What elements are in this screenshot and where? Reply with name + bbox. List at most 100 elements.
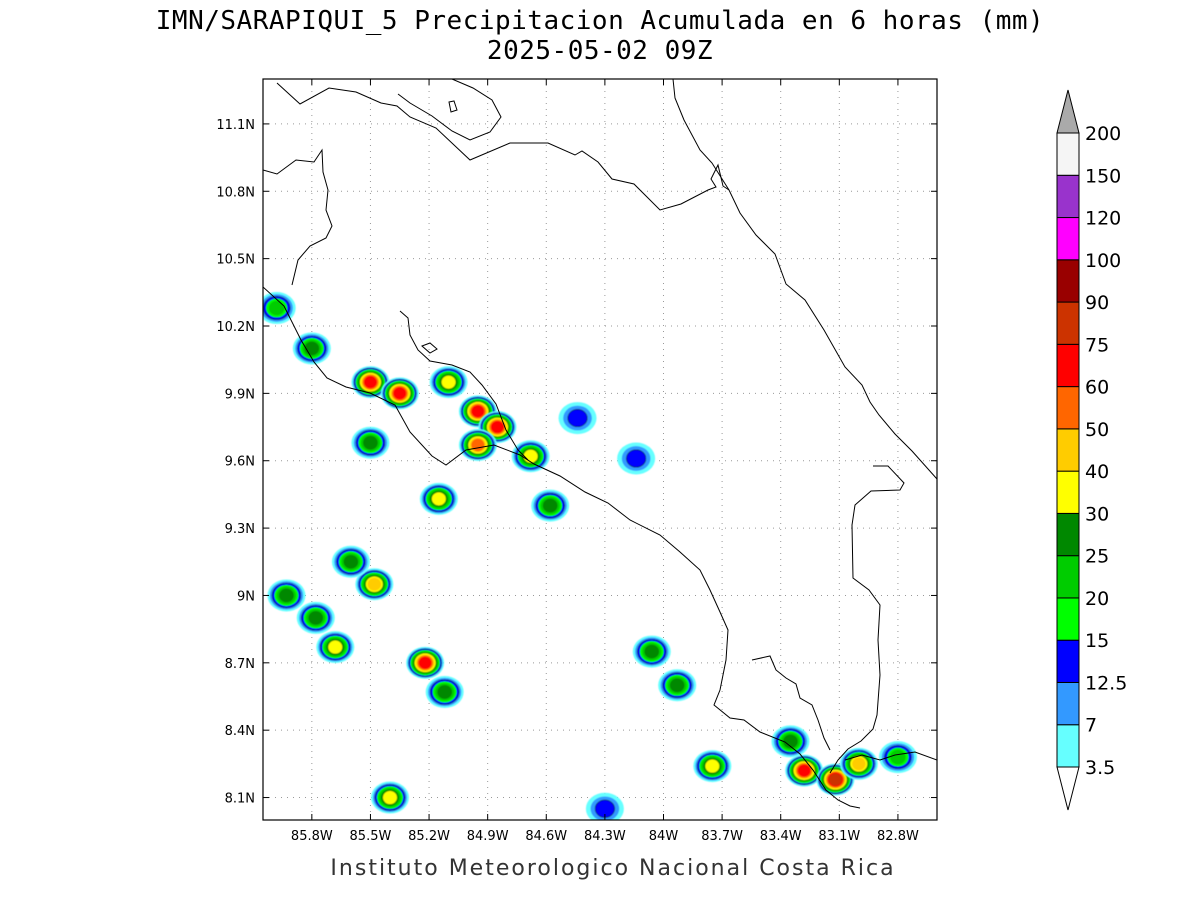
colorbar-label: 30 [1085,503,1109,525]
rain-contour [471,438,485,452]
rain-cell [839,747,878,780]
rain-contour [304,341,320,356]
colorbar-label: 20 [1085,588,1109,610]
colorbar-label: 90 [1085,292,1109,314]
rain-contour [626,449,647,468]
lake-nicaragua-shore [397,79,502,141]
lat-tick-label: 9.6N [225,455,255,470]
rain-contour [279,588,294,603]
rain-contour [644,644,660,659]
rain-contour [523,449,538,463]
rain-contour [890,749,906,765]
rain-cell [878,741,917,774]
rain-cell [558,402,597,435]
colorbar-label: 40 [1085,461,1109,483]
map-title-line1: IMN/SARAPIQUI_5 Precipitacion Acumulada … [155,6,1045,36]
lon-tick-label: 83.1W [818,829,860,844]
northern-border-line [276,82,730,211]
colorbar-max-arrow [1056,89,1080,134]
rain-cell [511,440,550,473]
rainfall-field [263,292,917,820]
rain-cell [632,635,671,668]
lon-tick-label: 84.6W [525,829,567,844]
rain-cell [370,781,409,814]
rain-cell [531,489,570,522]
colorbar-swatch [1056,386,1080,430]
rain-contour [567,409,588,428]
rain-contour [491,420,504,434]
rain-cell [316,631,355,664]
rain-cell [425,676,464,709]
rain-contour [441,375,456,389]
colorbar-label: 15 [1085,630,1109,652]
institution-credit: Instituto Meteorologico Nacional Costa R… [330,856,896,881]
rain-contour [471,405,485,418]
colorbar-label: 75 [1085,334,1109,356]
rain-contour [783,734,798,749]
rain-cell [785,754,824,787]
lat-tick-label: 8.7N [225,657,255,672]
map-title-line2: 2025-05-02 09Z [486,36,714,66]
colorbar-label: 120 [1085,208,1121,230]
lat-tick-label: 9N [237,589,255,604]
rain-contour [343,554,359,569]
rain-cell [351,366,390,399]
rain-contour [393,387,407,400]
colorbar-swatch [1056,217,1080,261]
lat-tick-label: 8.4N [225,724,255,739]
rain-cell [263,292,296,325]
rain-cell [331,545,370,578]
rain-cell [296,601,335,634]
colorbar-swatch [1056,259,1080,303]
rain-contour [382,790,397,805]
colorbar-swatch [1056,301,1080,345]
colorbar-label: 200 [1085,123,1121,145]
rain-contour [364,376,377,389]
rain-cell [292,332,331,365]
colorbar-swatch [1056,512,1080,557]
rain-cell [380,377,419,410]
colorbar-swatch [1056,639,1080,683]
rain-contour [328,640,343,654]
coastline-borders [263,79,937,809]
rain-contour [367,577,382,591]
colorbar-swatch [1056,724,1080,768]
colorbar-swatch [1056,343,1080,388]
lat-tick-label: 10.8N [216,185,255,200]
colorbar-label: 7 [1085,715,1097,737]
rain-contour [852,757,866,771]
colorbar-label: 25 [1085,546,1109,568]
rain-cell [771,725,810,758]
rain-cell [458,429,497,462]
rain-contour [705,759,720,773]
lon-tick-label: 84W [649,829,679,844]
colorbar-swatch [1056,174,1080,219]
rain-cell [429,366,468,399]
lon-tick-label: 85.8W [291,829,333,844]
rain-cell [406,646,445,679]
lat-tick-label: 9.9N [225,387,255,402]
rain-contour [797,764,811,777]
colorbar-min-arrow [1056,766,1080,811]
colorbar-swatch [1056,470,1080,514]
nicoya-gulf-shore [399,310,529,461]
colorbar-swatch [1056,555,1080,599]
rain-cell [351,426,390,459]
lon-tick-label: 84.3W [584,829,626,844]
colorbar: 3.5 7 12.5 15 20 25 30 40 50 60 75 90 100 120 150 200 [1056,89,1127,811]
pacific-coast [263,286,861,809]
rain-contour [268,300,285,316]
rain-contour [669,678,685,693]
lat-tick-label: 8.1N [225,792,255,807]
osa-peninsula-coast [751,655,831,751]
golfito-coast [844,751,937,761]
lon-tick-label: 83.7W [701,829,743,844]
lat-tick-label: 10.2N [216,320,255,335]
colorbar-label: 150 [1085,165,1121,187]
colorbar-swatch [1056,681,1080,726]
colorbar-label: 100 [1085,250,1121,272]
colorbar-label: 50 [1085,419,1109,441]
rain-contour [418,656,432,669]
colorbar-swatch [1056,597,1080,641]
